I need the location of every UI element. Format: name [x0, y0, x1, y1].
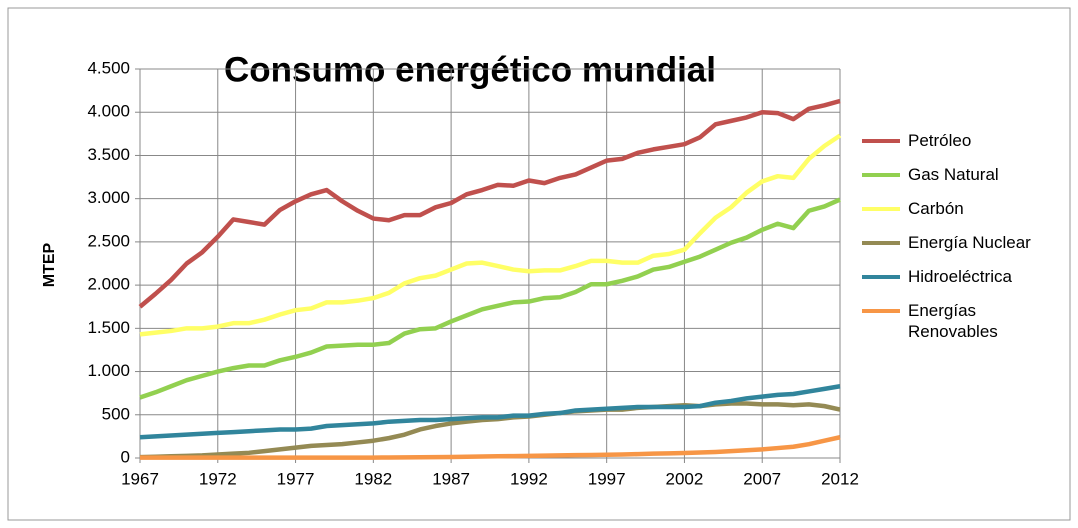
x-tick-label: 1997 [588, 469, 626, 488]
legend-label: Energías Renovables [908, 301, 998, 341]
y-tick-label: 2.000 [87, 275, 130, 294]
legend-label: Hidroeléctrica [908, 267, 1012, 286]
legend-swatch [862, 241, 900, 245]
series-line [139, 384, 841, 440]
legend-item: Energías Renovables [862, 300, 998, 342]
legend-label: Petróleo [908, 131, 972, 150]
series-line [139, 133, 842, 337]
x-tick-label: 1992 [510, 469, 548, 488]
legend-label: Carbón [908, 199, 964, 218]
legend-item: Hidroeléctrica [862, 266, 1032, 287]
chart-title: Consumo energético mundial [224, 50, 716, 89]
legend-swatch [862, 207, 900, 211]
x-tick-label: 1987 [432, 469, 470, 488]
y-tick-label: 1.500 [87, 318, 130, 337]
legend-item: Petróleo [862, 130, 1032, 151]
legend-swatch [862, 173, 900, 177]
x-tick-label: 2002 [666, 469, 704, 488]
legend-item: Carbón [862, 198, 1032, 219]
legend-label: Energía Nuclear [908, 233, 1031, 252]
series-line [139, 197, 841, 400]
legend-swatch [862, 309, 900, 313]
x-tick-label: 1977 [277, 469, 315, 488]
x-tick-label: 1972 [199, 469, 237, 488]
legend-label: Gas Natural [908, 165, 999, 184]
legend-swatch [862, 275, 900, 279]
y-tick-label: 500 [102, 404, 130, 423]
legend-item: Energía Nuclear [862, 232, 1032, 253]
legend-item: Gas Natural [862, 164, 1032, 185]
series-line [138, 98, 841, 309]
y-tick-label: 3.000 [87, 188, 130, 207]
y-tick-label: 4.000 [87, 102, 130, 121]
x-tick-label: 2012 [821, 469, 859, 488]
legend: Petróleo Gas Natural Carbón Energía Nuclear… [862, 130, 1032, 355]
series-line [140, 435, 841, 460]
x-tick-label: 1982 [354, 469, 392, 488]
y-tick-label: 4.500 [87, 58, 130, 77]
x-tick-label: 2007 [743, 469, 781, 488]
y-tick-label: 1.000 [87, 361, 130, 380]
y-tick-label: 2.500 [87, 231, 130, 250]
legend-swatch [862, 139, 900, 143]
y-tick-label: 0 [121, 447, 130, 466]
y-axis-label: MTEP [41, 242, 58, 287]
y-tick-label: 3.500 [87, 145, 130, 164]
x-tick-label: 1967 [121, 469, 159, 488]
